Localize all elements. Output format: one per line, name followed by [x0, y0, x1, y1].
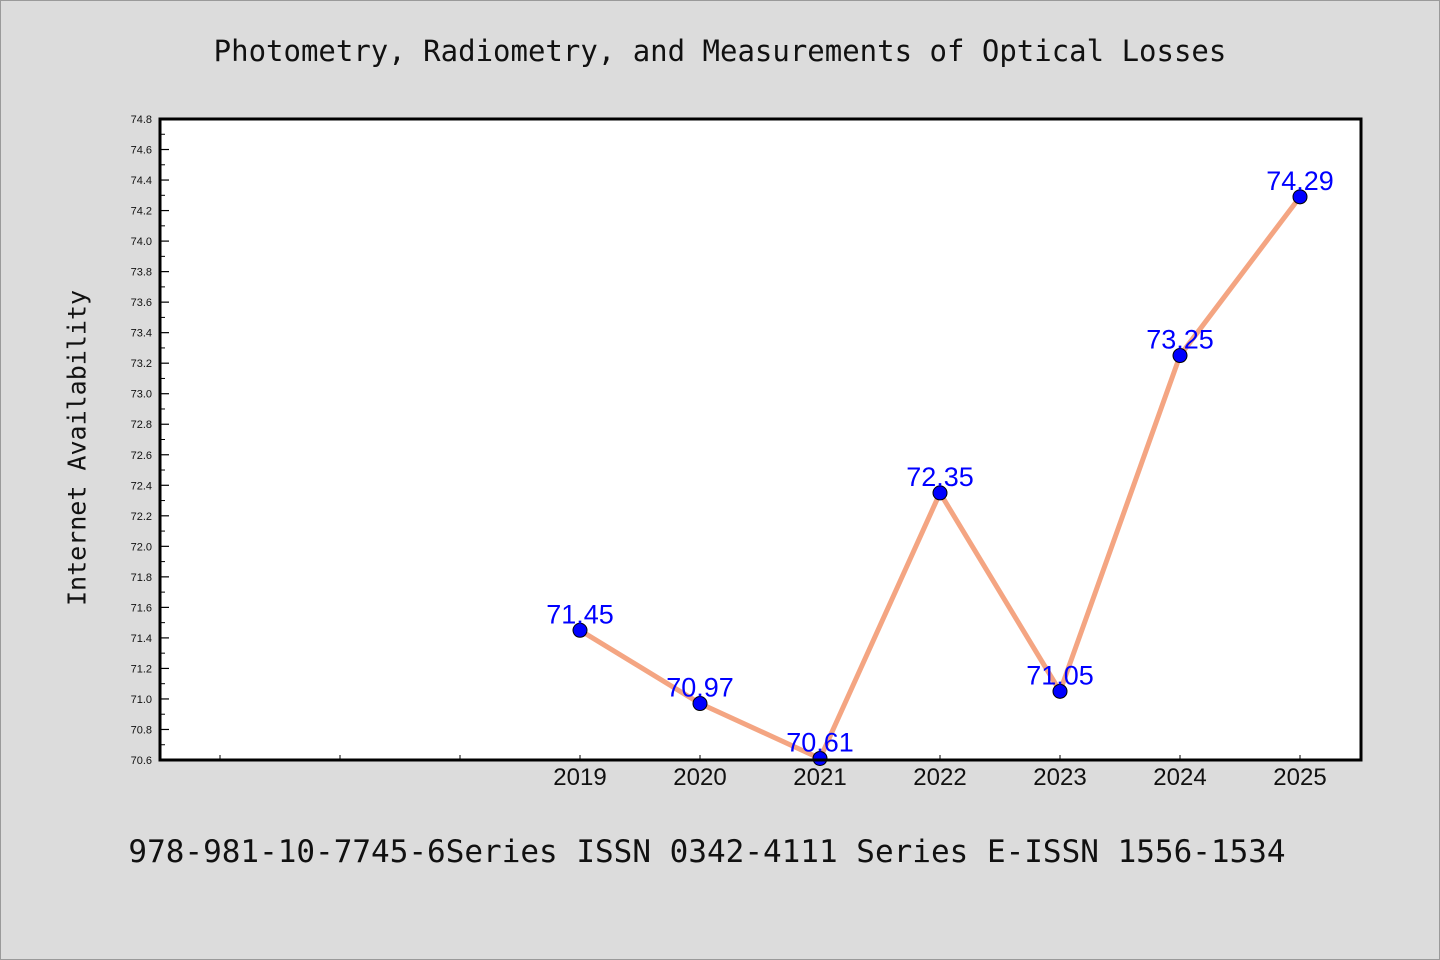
y-tick-label: 72.4 — [131, 480, 152, 492]
data-point — [692, 696, 708, 712]
y-tick-label: 73.2 — [131, 358, 152, 370]
x-tick-label: 2024 — [1153, 764, 1206, 791]
y-tick-label: 74.4 — [131, 175, 152, 187]
series-layer: 71.45 70.97 70.61 72.35 71.05 73.25 74.29 — [546, 166, 1334, 766]
y-tick-label: 74.0 — [131, 236, 152, 248]
y-tick-label: 72.8 — [131, 419, 152, 431]
data-point — [932, 485, 948, 501]
y-tick-label: 73.0 — [131, 389, 152, 401]
y-tick-label: 71.8 — [131, 572, 152, 584]
y-tick-label: 71.2 — [131, 663, 152, 675]
data-point — [572, 622, 588, 638]
y-tick-label: 70.6 — [131, 755, 152, 767]
y-tick-label: 73.8 — [131, 267, 152, 279]
y-tick-label: 71.6 — [131, 602, 152, 614]
x-tick-label: 2021 — [793, 764, 846, 791]
y-tick-label: 74.8 — [131, 114, 152, 126]
y-tick-label: 72.0 — [131, 541, 152, 553]
data-point — [1292, 189, 1308, 205]
y-tick-label: 72.2 — [131, 511, 152, 523]
x-tick-label: 2025 — [1273, 764, 1326, 791]
y-tick-label: 74.2 — [131, 206, 152, 218]
data-label: 70.97 — [666, 673, 734, 703]
y-tick-label: 71.0 — [131, 694, 152, 706]
x-tick-label: 2023 — [1033, 764, 1086, 791]
x-axis: 2019 2020 2021 2022 2023 2024 2025 — [219, 755, 1327, 791]
y-tick-label: 70.8 — [131, 724, 152, 736]
x-tick-label: 2022 — [913, 764, 966, 791]
plot-border — [158, 117, 1363, 762]
data-label: 73.25 — [1146, 325, 1214, 355]
data-point — [1052, 683, 1068, 699]
x-tick-label: 2020 — [673, 764, 726, 791]
plot-area — [160, 119, 1361, 760]
data-point — [1172, 348, 1188, 364]
data-label: 71.05 — [1026, 660, 1094, 690]
footer-text: 978-981-10-7745-6Series ISSN 0342-4111 S… — [128, 834, 1286, 870]
chart-title: Photometry, Radiometry, and Measurements… — [213, 34, 1227, 68]
data-label: 72.35 — [906, 462, 974, 492]
data-label: 74.29 — [1266, 166, 1334, 196]
x-tick-label: 2019 — [553, 764, 606, 791]
data-point — [812, 750, 828, 766]
data-label: 71.45 — [546, 599, 614, 629]
y-axis: 70.6 70.8 71.0 71.2 71.4 71.6 71.8 72.0 72.2 72.4… — [131, 114, 169, 767]
y-tick-label: 71.4 — [131, 633, 152, 645]
y-tick-label: 72.6 — [131, 450, 152, 462]
y-tick-label: 73.6 — [131, 297, 152, 309]
y-tick-label: 74.6 — [131, 145, 152, 157]
data-label: 70.61 — [786, 727, 854, 757]
y-tick-label: 73.4 — [131, 328, 152, 340]
